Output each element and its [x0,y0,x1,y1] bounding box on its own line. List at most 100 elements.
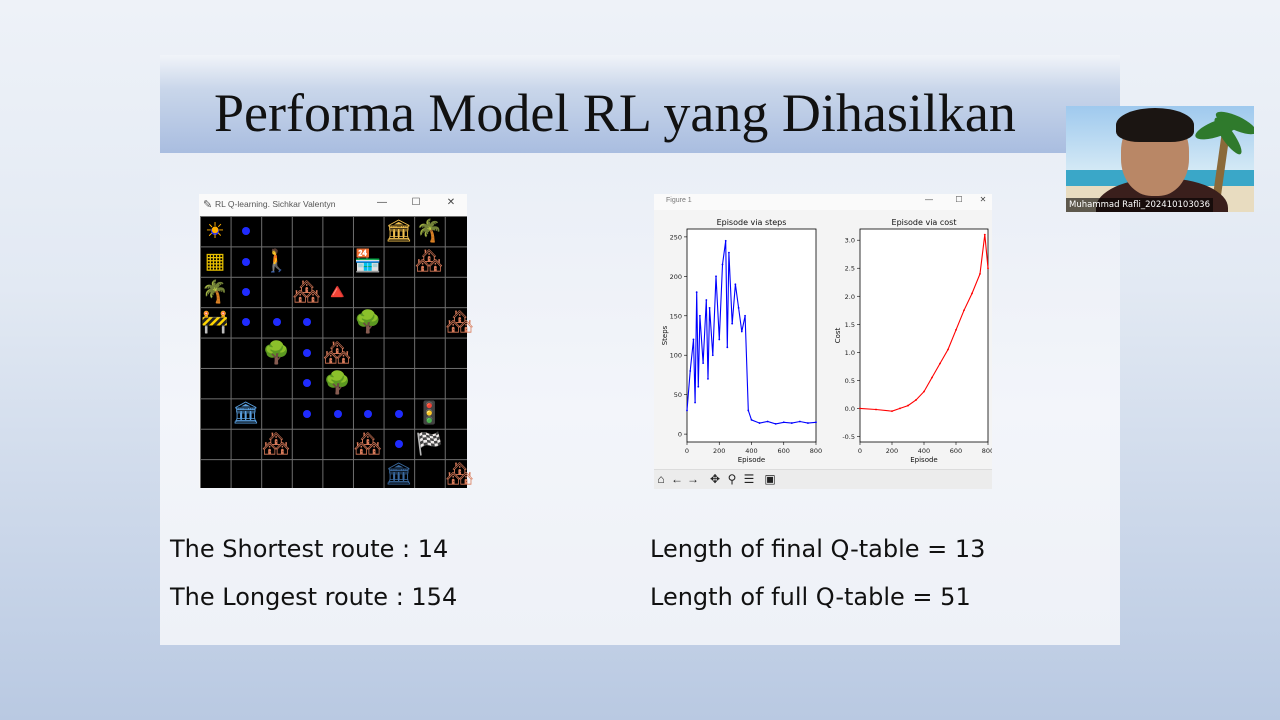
house-icon: 🏘 [292,278,321,304]
data-point [740,330,743,333]
final-q-table-text: Length of final Q-table = 13 [650,535,986,563]
house-icon: 🏘 [323,339,352,365]
house-icon: 🏘 [262,430,291,456]
data-point [697,385,700,388]
game-window-titlebar[interactable]: ✎ RL Q-learning. Sichkar Valentyn — ☐ ✕ [199,194,467,216]
home-icon[interactable]: ⌂ [657,472,665,486]
close-button[interactable]: ✕ [446,197,456,208]
palm-icon: 🌴 [201,278,229,304]
bank-icon: 🏛 [384,218,413,243]
y-tick-label: 0.0 [845,405,855,413]
data-point [715,275,717,278]
path-dot [303,318,312,327]
data-point [737,306,740,309]
sun-icon: ☀ [205,218,225,243]
cone-icon: 🔺 [323,278,352,304]
webcam-feed[interactable]: Muhammad Rafli_202410103036 [1066,106,1254,212]
y-tick-label: 2.0 [845,293,855,301]
game-window[interactable]: ✎ RL Q-learning. Sichkar Valentyn — ☐ ✕ … [199,194,474,488]
save-icon[interactable]: ▣ [764,472,776,486]
slide-title: Performa Model RL yang Dihasilkan [214,83,1016,143]
y-tick-label: 100 [670,352,682,360]
shop-icon: 🏪 [354,248,382,274]
data-point [699,314,701,317]
hazard-icon: ▦ [204,248,226,274]
x-axis-label: Episode [738,456,766,464]
x-tick-label: 400 [918,447,930,455]
game-window-title: RL Q-learning. Sichkar Valentyn [215,199,336,209]
participant-hair [1116,108,1194,142]
tree-icon: 🌳 [323,370,352,395]
x-tick-label: 0 [858,447,862,455]
plot-window-title: Figure 1 [666,197,692,204]
data-point [734,283,737,286]
plot-toolbar: ⌂ ← → ✥ ⚲ ☰ ▣ [654,469,992,489]
traffic-light-icon: 🚦 [415,400,443,426]
y-tick-label: 0.5 [845,377,855,385]
zoom-icon[interactable]: ⚲ [727,472,737,486]
path-dot [241,318,250,327]
data-point [931,376,933,379]
path-dot [241,227,250,236]
x-tick-label: 200 [713,447,725,455]
data-point [983,233,986,236]
minimize-button[interactable]: — [377,197,387,208]
y-tick-label: 200 [670,273,682,281]
plot-window-titlebar[interactable]: Figure 1 — ☐ ✕ [654,194,992,210]
back-icon[interactable]: ← [671,472,683,486]
x-tick-label: 200 [886,447,898,455]
path-dot [333,409,342,418]
plot-window[interactable]: Figure 1 — ☐ ✕ Episode via steps 0 200 400 6… [654,194,992,489]
y-axis-label: Steps [661,325,669,345]
longest-route-text: The Longest route : 154 [170,583,458,611]
y-tick-label: 1.0 [845,349,855,357]
forward-icon[interactable]: → [687,472,699,486]
q-learning-grid: ☀ ▦ 🚶 🏪 🏘 🏛 🌴 🌴 🏘 🔺 🌳 🚧 🏘 🌳 🏘 🌳 🏛 🚦 🏘 🏘 🏁 🏛 🏘 [200,216,474,488]
shortest-route-text: The Shortest route : 14 [170,535,449,563]
x-tick-label: 600 [950,447,962,455]
data-point [899,407,901,410]
data-point [758,422,761,424]
data-point [750,419,753,421]
plot-frame [686,228,817,443]
data-point [744,314,746,317]
data-point [963,309,965,312]
data-point [859,407,861,410]
data-point [766,420,769,423]
path-dot [394,440,403,448]
path-dot [211,227,220,236]
pan-icon[interactable]: ✥ [709,472,721,486]
plot-minimize-button[interactable]: — [925,195,933,204]
palm-icon: 🌴 [415,218,443,243]
data-point [728,251,730,254]
data-point [875,408,877,411]
configure-icon[interactable]: ☰ [743,472,755,486]
pedestrian-icon: 🚶 [262,248,290,274]
x-tick-label: 800 [982,447,992,455]
data-point [891,410,893,413]
data-point [807,422,809,424]
data-point [694,401,696,404]
series-line [859,234,989,412]
plot-frame [859,228,989,443]
y-tick-label: 1.5 [845,321,855,329]
data-point [987,267,989,270]
y-tick-label: 2.5 [845,265,855,273]
y-tick-label: 3.0 [845,237,855,245]
data-point [923,390,925,393]
data-point [721,263,724,266]
house-icon: 🏘 [445,461,474,487]
plot-close-button[interactable]: ✕ [979,195,987,204]
y-tick-label: 250 [670,233,682,241]
x-tick-label: 600 [778,447,790,455]
maximize-button[interactable]: ☐ [411,197,421,208]
plot-maximize-button[interactable]: ☐ [955,195,963,204]
data-point [708,306,711,309]
house-icon: 🏘 [445,309,474,335]
full-q-table-text: Length of full Q-table = 51 [650,583,971,611]
path-dot [241,257,250,266]
path-dot [272,318,281,327]
path-dot [394,409,403,418]
data-point [939,362,941,365]
bank-icon: 🏛 [384,461,413,487]
